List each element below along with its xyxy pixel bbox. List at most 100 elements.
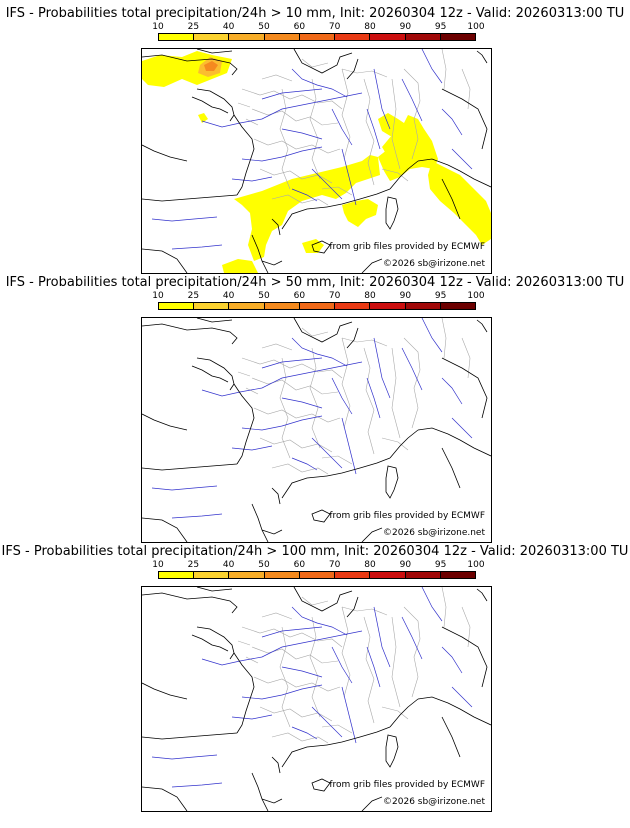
region-border bbox=[253, 138, 341, 154]
coastline bbox=[441, 716, 461, 758]
river bbox=[441, 108, 463, 136]
scale-tick-label: 90 bbox=[399, 22, 412, 32]
probability-area-bottom bbox=[222, 259, 258, 273]
scale-tick-label: 90 bbox=[399, 560, 412, 570]
region-border bbox=[341, 606, 388, 616]
coastline bbox=[191, 96, 229, 114]
region-border bbox=[363, 616, 375, 724]
scale-tick-label: 80 bbox=[364, 560, 376, 570]
coastline bbox=[346, 327, 359, 349]
coastline bbox=[326, 188, 391, 208]
color-scale-bar bbox=[158, 302, 476, 310]
river bbox=[201, 630, 363, 666]
scale-tick-label: 100 bbox=[467, 560, 485, 570]
river bbox=[373, 606, 391, 668]
region-border bbox=[381, 437, 409, 451]
river bbox=[171, 513, 223, 519]
credit-copyright: ©2026 sb@irizone.net bbox=[383, 259, 485, 269]
river bbox=[261, 88, 323, 100]
river bbox=[291, 457, 318, 471]
scale-labels: 10 25 40 50 60 70 80 90 95 100 bbox=[152, 291, 484, 301]
coastline bbox=[261, 529, 283, 535]
scale-tick-label: 25 bbox=[187, 560, 200, 570]
region-border bbox=[321, 724, 353, 734]
scale-tick-label: 95 bbox=[434, 560, 447, 570]
river bbox=[331, 108, 353, 146]
coastline bbox=[476, 50, 488, 64]
region-border bbox=[363, 78, 375, 186]
river bbox=[171, 244, 223, 250]
scale-color-cell bbox=[335, 572, 371, 578]
river bbox=[281, 666, 323, 678]
river bbox=[341, 148, 357, 206]
coastline bbox=[326, 457, 391, 477]
credit-copyright: ©2026 sb@irizone.net bbox=[383, 528, 485, 538]
panel-title: IFS - Probabilities total precipitation/… bbox=[5, 6, 625, 21]
coastline bbox=[142, 592, 238, 614]
coastline bbox=[281, 744, 328, 768]
scale-color-cell bbox=[299, 303, 336, 309]
coastline bbox=[385, 734, 399, 768]
probability-area-italy bbox=[428, 161, 491, 245]
region-border bbox=[251, 646, 339, 664]
region-border bbox=[391, 78, 401, 170]
coastline bbox=[251, 503, 269, 542]
region-border bbox=[259, 437, 333, 453]
coastline bbox=[142, 682, 188, 700]
river bbox=[311, 168, 343, 200]
region-border bbox=[245, 387, 259, 395]
scale-color-cell bbox=[335, 34, 371, 40]
region-border bbox=[381, 706, 409, 720]
scale-tick-label: 70 bbox=[328, 291, 341, 301]
river bbox=[401, 347, 423, 391]
region-border bbox=[245, 118, 259, 126]
coastline bbox=[261, 260, 283, 266]
scale-tick-label: 100 bbox=[467, 291, 485, 301]
scale-tick-label: 60 bbox=[293, 291, 306, 301]
coastline bbox=[389, 429, 419, 459]
region-border bbox=[363, 347, 375, 455]
scale-labels: 10 25 40 50 60 70 80 90 95 100 bbox=[152, 22, 484, 32]
river bbox=[341, 417, 357, 475]
coastline bbox=[293, 318, 353, 343]
panel-10mm: IFS - Probabilities total precipitation/… bbox=[0, 6, 630, 274]
map-frame: from grib files provided by ECMWF ©2026 … bbox=[141, 586, 492, 812]
scale-color-cell bbox=[299, 34, 336, 40]
scale-labels: 10 25 40 50 60 70 80 90 95 100 bbox=[152, 560, 484, 570]
region-border bbox=[309, 347, 321, 449]
region-border bbox=[241, 626, 343, 648]
panel-100mm: IFS - Probabilities total precipitation/… bbox=[0, 544, 630, 812]
river bbox=[291, 68, 348, 98]
coastline bbox=[346, 596, 359, 618]
coastline bbox=[311, 509, 331, 523]
coastline bbox=[196, 357, 235, 391]
river bbox=[201, 92, 363, 128]
river bbox=[291, 726, 318, 740]
river bbox=[451, 148, 473, 170]
coastline bbox=[389, 698, 419, 728]
coastline bbox=[417, 696, 491, 726]
river bbox=[151, 754, 218, 760]
scale-color-cell bbox=[194, 572, 230, 578]
coastline bbox=[271, 756, 281, 774]
probability-area-south bbox=[234, 155, 380, 261]
river bbox=[201, 361, 363, 397]
coastline bbox=[142, 463, 238, 471]
region-border bbox=[245, 656, 259, 664]
region-border bbox=[237, 102, 251, 108]
region-border bbox=[261, 74, 293, 82]
region-border bbox=[241, 357, 343, 379]
region-border bbox=[251, 108, 339, 126]
scale-color-cell bbox=[194, 303, 230, 309]
region-border bbox=[271, 463, 329, 475]
scale-color-cell bbox=[405, 34, 441, 40]
river bbox=[421, 587, 443, 622]
coastline bbox=[142, 323, 238, 345]
scale-tick-label: 80 bbox=[364, 22, 376, 32]
river bbox=[451, 686, 473, 708]
region-border bbox=[237, 371, 251, 377]
credit-grib: from grib files provided by ECMWF bbox=[329, 780, 485, 790]
scale-color-cell bbox=[370, 34, 406, 40]
region-border bbox=[241, 88, 343, 110]
coastline bbox=[441, 447, 461, 489]
